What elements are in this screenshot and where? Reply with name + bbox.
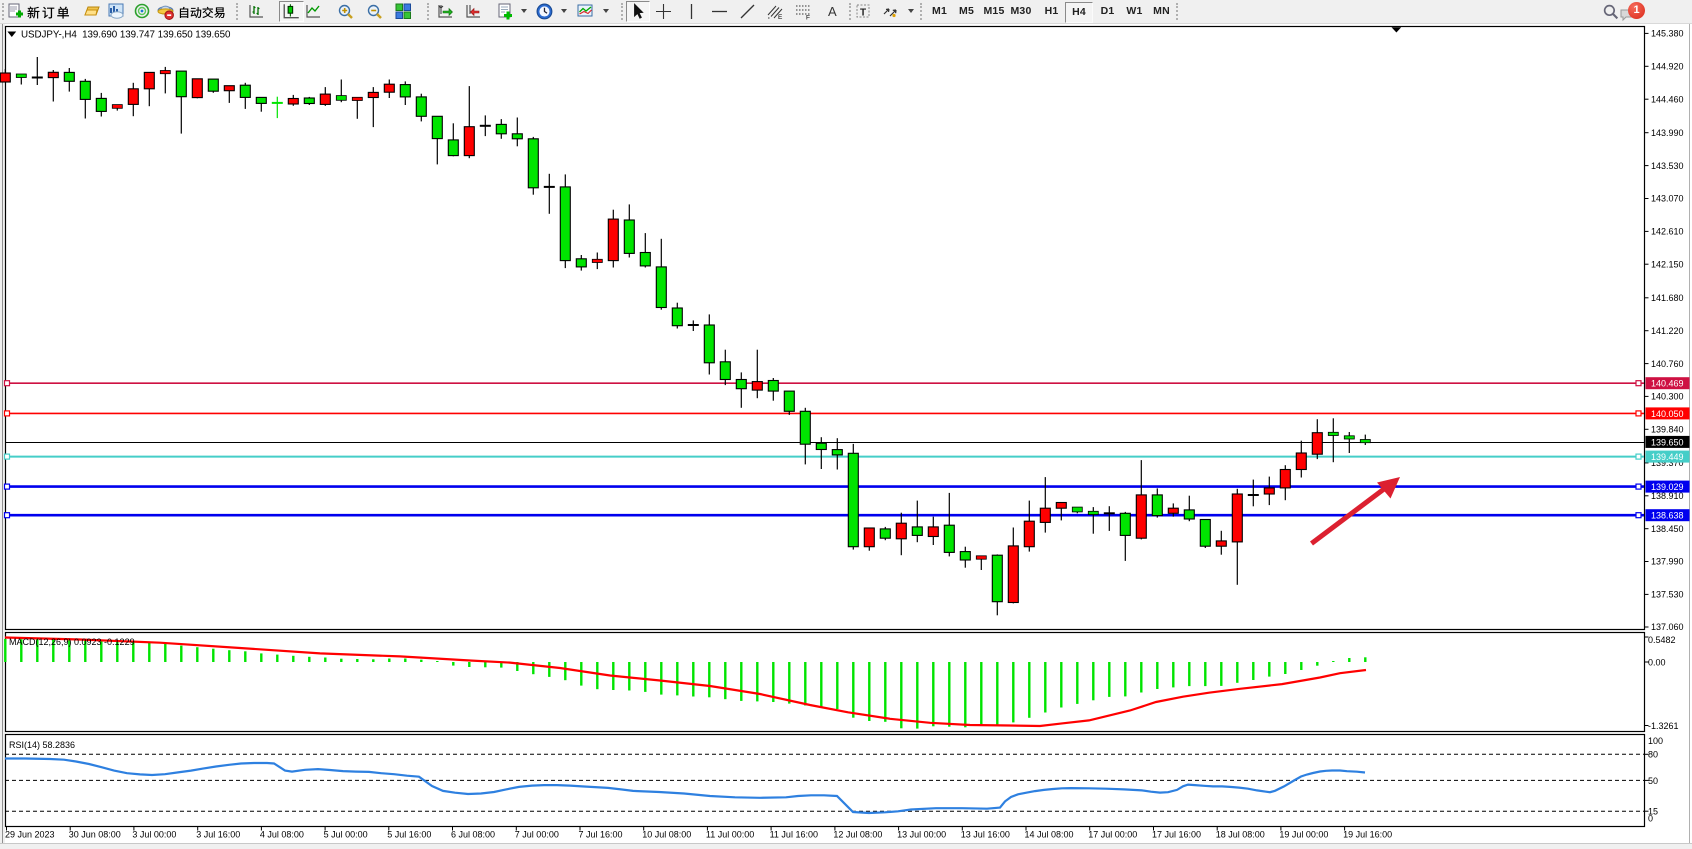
svg-text:3 Jul 16:00: 3 Jul 16:00 [196, 829, 240, 839]
svg-text:139.840: 139.840 [1651, 425, 1684, 435]
svg-text:139.029: 139.029 [1651, 482, 1684, 492]
svg-text:14 Jul 08:00: 14 Jul 08:00 [1025, 829, 1074, 839]
svg-text:19 Jul 16:00: 19 Jul 16:00 [1343, 829, 1392, 839]
svg-text:0.5482: 0.5482 [1648, 635, 1676, 645]
svg-text:15: 15 [1648, 807, 1658, 817]
svg-text:139.370: 139.370 [1651, 458, 1684, 468]
svg-text:143.530: 143.530 [1651, 161, 1684, 171]
svg-text:80: 80 [1648, 750, 1658, 760]
svg-text:19 Jul 00:00: 19 Jul 00:00 [1279, 829, 1328, 839]
svg-text:3 Jul 00:00: 3 Jul 00:00 [132, 829, 176, 839]
svg-text:7 Jul 00:00: 7 Jul 00:00 [515, 829, 559, 839]
svg-text:137.990: 137.990 [1651, 557, 1684, 567]
svg-text:17 Jul 16:00: 17 Jul 16:00 [1152, 829, 1201, 839]
svg-text:T: T [860, 8, 866, 19]
svg-text:17 Jul 00:00: 17 Jul 00:00 [1088, 829, 1137, 839]
svg-text:12 Jul 08:00: 12 Jul 08:00 [833, 829, 882, 839]
svg-text:138.450: 138.450 [1651, 524, 1684, 534]
svg-text:143.990: 143.990 [1651, 128, 1684, 138]
svg-text:30 Jun 08:00: 30 Jun 08:00 [69, 829, 121, 839]
svg-text:140.469: 140.469 [1651, 379, 1684, 389]
svg-text:0.00: 0.00 [1648, 657, 1666, 667]
svg-text:29 Jun 2023: 29 Jun 2023 [5, 829, 55, 839]
svg-text:140.300: 140.300 [1651, 392, 1684, 402]
svg-text:0: 0 [1648, 814, 1653, 824]
svg-text:13 Jul 16:00: 13 Jul 16:00 [961, 829, 1010, 839]
svg-text:6 Jul 08:00: 6 Jul 08:00 [451, 829, 495, 839]
svg-text:5 Jul 00:00: 5 Jul 00:00 [324, 829, 368, 839]
svg-text:RSI(14) 58.2836: RSI(14) 58.2836 [9, 740, 75, 750]
svg-text:137.060: 137.060 [1651, 622, 1684, 632]
svg-text:142.150: 142.150 [1651, 259, 1684, 269]
svg-text:10 Jul 08:00: 10 Jul 08:00 [642, 829, 691, 839]
svg-text:140.760: 140.760 [1651, 359, 1684, 369]
svg-text:141.220: 141.220 [1651, 326, 1684, 336]
svg-text:11 Jul 00:00: 11 Jul 00:00 [706, 829, 754, 839]
svg-text:MACD(12,26,9) 0.0923 -0.1229: MACD(12,26,9) 0.0923 -0.1229 [9, 637, 135, 647]
svg-text:5 Jul 16:00: 5 Jul 16:00 [387, 829, 431, 839]
svg-text:144.460: 144.460 [1651, 94, 1684, 104]
svg-text:138.910: 138.910 [1651, 491, 1684, 501]
svg-text:4 Jul 08:00: 4 Jul 08:00 [260, 829, 304, 839]
svg-text:50: 50 [1648, 776, 1658, 786]
svg-text:18 Jul 08:00: 18 Jul 08:00 [1216, 829, 1265, 839]
svg-text:137.530: 137.530 [1651, 590, 1684, 600]
svg-text:USDJPY-,H4 139.690 139.747 13: USDJPY-,H4 139.690 139.747 139.650 139.6… [21, 30, 231, 41]
svg-text:100: 100 [1648, 736, 1663, 746]
svg-text:F: F [806, 15, 810, 21]
svg-text:-1.3261: -1.3261 [1648, 721, 1679, 731]
svg-text:138.638: 138.638 [1651, 511, 1684, 521]
svg-text:143.070: 143.070 [1651, 194, 1684, 204]
svg-text:E: E [778, 14, 783, 20]
svg-text:139.449: 139.449 [1651, 452, 1684, 462]
svg-text:142.610: 142.610 [1651, 227, 1684, 237]
svg-text:140.050: 140.050 [1651, 409, 1684, 419]
svg-text:145.380: 145.380 [1651, 29, 1684, 39]
svg-text:144.920: 144.920 [1651, 62, 1684, 72]
svg-text:139.650: 139.650 [1651, 437, 1684, 447]
svg-text:141.680: 141.680 [1651, 293, 1684, 303]
svg-text:11 Jul 16:00: 11 Jul 16:00 [770, 829, 818, 839]
svg-text:7 Jul 16:00: 7 Jul 16:00 [579, 829, 623, 839]
svg-text:13 Jul 00:00: 13 Jul 00:00 [897, 829, 946, 839]
